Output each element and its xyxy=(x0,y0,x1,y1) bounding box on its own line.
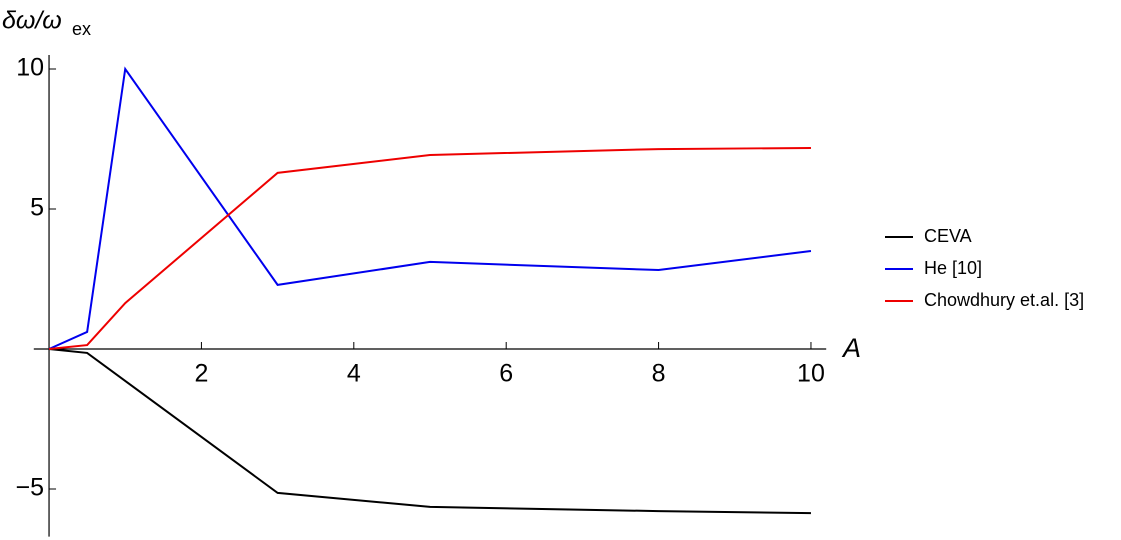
x-axis-label: A xyxy=(841,333,861,363)
x-tick-label: 8 xyxy=(652,360,666,388)
y-tick-label: −5 xyxy=(16,474,45,502)
x-tick-label: 4 xyxy=(347,360,361,388)
y-tick-label: 10 xyxy=(16,54,44,82)
y-axis-label: δω/ω xyxy=(2,7,62,35)
line-series xyxy=(48,66,812,350)
line-series xyxy=(48,146,811,350)
x-tick-label: 6 xyxy=(499,360,513,388)
x-tick-label: 2 xyxy=(194,360,208,388)
y-axis-label-sub: ex xyxy=(72,19,91,39)
y-tick-label: 5 xyxy=(30,194,44,222)
legend-label: CEVA xyxy=(924,226,972,246)
x-tick-label: 10 xyxy=(797,360,825,388)
line-series xyxy=(48,348,811,515)
legend-label: Chowdhury et.al. [3] xyxy=(924,290,1084,310)
legend-label: He [10] xyxy=(924,258,982,278)
